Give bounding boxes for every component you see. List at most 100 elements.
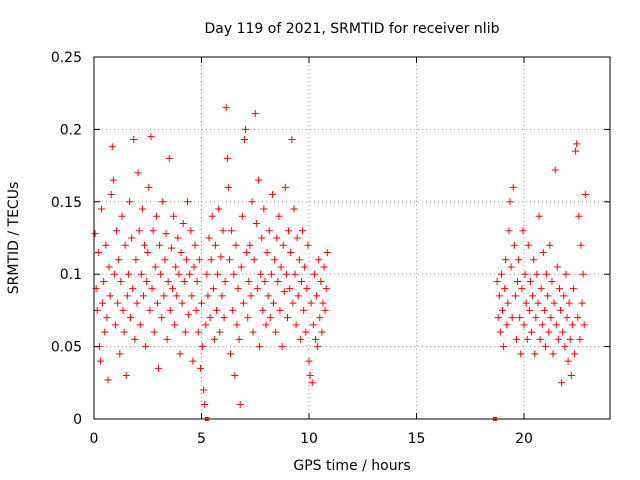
x-tick-label: 5 — [197, 431, 206, 447]
data-point — [579, 270, 587, 278]
data-point — [271, 256, 279, 264]
data-point — [173, 292, 181, 300]
data-point — [313, 292, 321, 300]
data-point — [142, 343, 150, 351]
data-point — [299, 227, 307, 235]
data-point — [496, 328, 504, 336]
data-point — [571, 350, 579, 358]
data-point — [558, 379, 566, 387]
grid-lines — [94, 57, 610, 419]
data-point — [581, 191, 589, 199]
data-point — [177, 248, 185, 256]
data-point — [213, 306, 221, 314]
data-point — [294, 292, 302, 300]
data-point — [263, 248, 271, 256]
data-point — [564, 357, 572, 365]
data-point — [264, 292, 272, 300]
data-point — [191, 241, 199, 249]
data-point — [500, 343, 508, 351]
data-point — [504, 299, 512, 307]
axis-ticks — [93, 56, 610, 420]
data-point — [223, 154, 231, 162]
data-point — [262, 321, 270, 329]
data-point — [104, 376, 112, 384]
data-point — [539, 248, 547, 256]
data-point — [532, 314, 540, 322]
data-point — [316, 314, 324, 322]
data-point — [118, 212, 126, 220]
data-point — [133, 299, 141, 307]
data-point — [136, 321, 144, 329]
data-point — [194, 328, 202, 336]
data-point — [101, 328, 109, 336]
data-point — [533, 270, 541, 278]
data-point — [499, 306, 506, 314]
data-points — [91, 104, 589, 409]
y-tick-label: 0.25 — [51, 50, 82, 66]
data-point — [318, 328, 326, 336]
data-point — [507, 263, 515, 271]
data-point — [134, 169, 142, 177]
data-point — [242, 125, 250, 133]
data-point — [147, 133, 155, 141]
data-point — [518, 285, 526, 293]
data-point — [109, 176, 117, 184]
data-point — [233, 321, 241, 329]
data-point — [560, 292, 568, 300]
data-point — [497, 270, 505, 278]
y-tick-label: 0.1 — [60, 267, 82, 283]
data-point — [113, 227, 121, 235]
data-point — [115, 256, 123, 264]
data-point — [165, 154, 173, 162]
data-point — [534, 299, 542, 307]
data-point — [577, 241, 585, 249]
data-point — [553, 263, 561, 271]
data-point — [94, 248, 102, 256]
data-point — [306, 372, 314, 380]
x-axis-label: GPS time / hours — [293, 458, 410, 474]
data-point — [196, 364, 204, 372]
data-point — [542, 343, 549, 351]
data-point — [555, 285, 563, 293]
data-point — [193, 277, 201, 285]
data-point — [511, 292, 519, 300]
data-point — [152, 212, 160, 220]
data-point — [548, 277, 556, 285]
data-point — [132, 256, 140, 264]
data-point — [297, 277, 305, 285]
data-point — [110, 270, 118, 278]
data-point — [188, 292, 196, 300]
data-point — [189, 357, 197, 365]
data-point — [559, 328, 567, 336]
data-point — [127, 314, 135, 322]
data-point — [565, 299, 573, 307]
data-point — [205, 234, 213, 242]
data-point — [523, 335, 531, 343]
data-point — [301, 263, 309, 271]
data-point — [305, 357, 313, 365]
plot-frame — [93, 56, 611, 420]
data-point — [267, 270, 275, 278]
data-point — [199, 343, 207, 351]
data-point — [292, 321, 300, 329]
data-point — [531, 350, 539, 358]
data-point — [230, 270, 238, 278]
data-point — [182, 256, 190, 264]
data-point — [241, 136, 248, 144]
data-point — [321, 306, 329, 314]
data-point — [270, 299, 278, 307]
data-point — [552, 321, 560, 329]
data-point — [529, 292, 537, 300]
x-tick-label: 10 — [300, 431, 318, 447]
data-point — [495, 292, 503, 300]
data-point — [580, 321, 588, 329]
data-point — [258, 234, 266, 242]
data-point — [227, 350, 235, 358]
data-point — [319, 299, 327, 307]
data-point — [521, 270, 529, 278]
data-point — [128, 234, 136, 242]
data-point — [100, 277, 108, 285]
data-point — [288, 136, 296, 144]
data-point — [206, 314, 214, 322]
